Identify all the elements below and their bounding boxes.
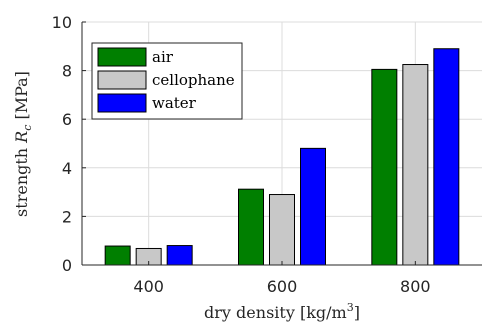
bar-water-600 xyxy=(300,147,326,266)
legend: air cellophane water xyxy=(91,42,243,120)
x-tick-labels: 400 600 800 xyxy=(133,277,430,296)
y-tick-label: 4 xyxy=(62,159,72,178)
y-tick-label: 2 xyxy=(62,207,72,226)
bar-air-800 xyxy=(371,68,398,266)
x-tick-label: 800 xyxy=(400,277,431,296)
y-tick-label: 0 xyxy=(62,256,72,275)
legend-swatch-water xyxy=(97,93,147,113)
y-tick-labels: 0 2 4 6 8 10 xyxy=(52,13,72,275)
bars-group xyxy=(104,48,460,266)
bar-water-800 xyxy=(433,48,460,266)
bar-cellophane-600 xyxy=(269,194,295,266)
y-tick-label: 8 xyxy=(62,62,72,81)
axes-group xyxy=(81,21,482,266)
y-axis-label: strength Rc [MPa] xyxy=(12,71,34,217)
x-axis-label: dry density [kg/m3] xyxy=(204,301,360,322)
y-tick-label: 10 xyxy=(52,13,72,32)
bar-air-400 xyxy=(104,245,131,266)
legend-label-cellophane: cellophane xyxy=(152,71,235,89)
legend-label-water: water xyxy=(152,94,197,112)
legend-label-air: air xyxy=(152,48,174,66)
legend-swatch-air xyxy=(97,47,147,67)
bar-cellophane-800 xyxy=(402,64,429,266)
y-tick-label: 6 xyxy=(62,110,72,129)
bar-water-400 xyxy=(166,245,193,266)
x-tick-label: 400 xyxy=(133,277,164,296)
legend-swatch-cellophane xyxy=(97,70,147,90)
x-tick-label: 600 xyxy=(267,277,298,296)
bar-air-600 xyxy=(238,188,264,266)
